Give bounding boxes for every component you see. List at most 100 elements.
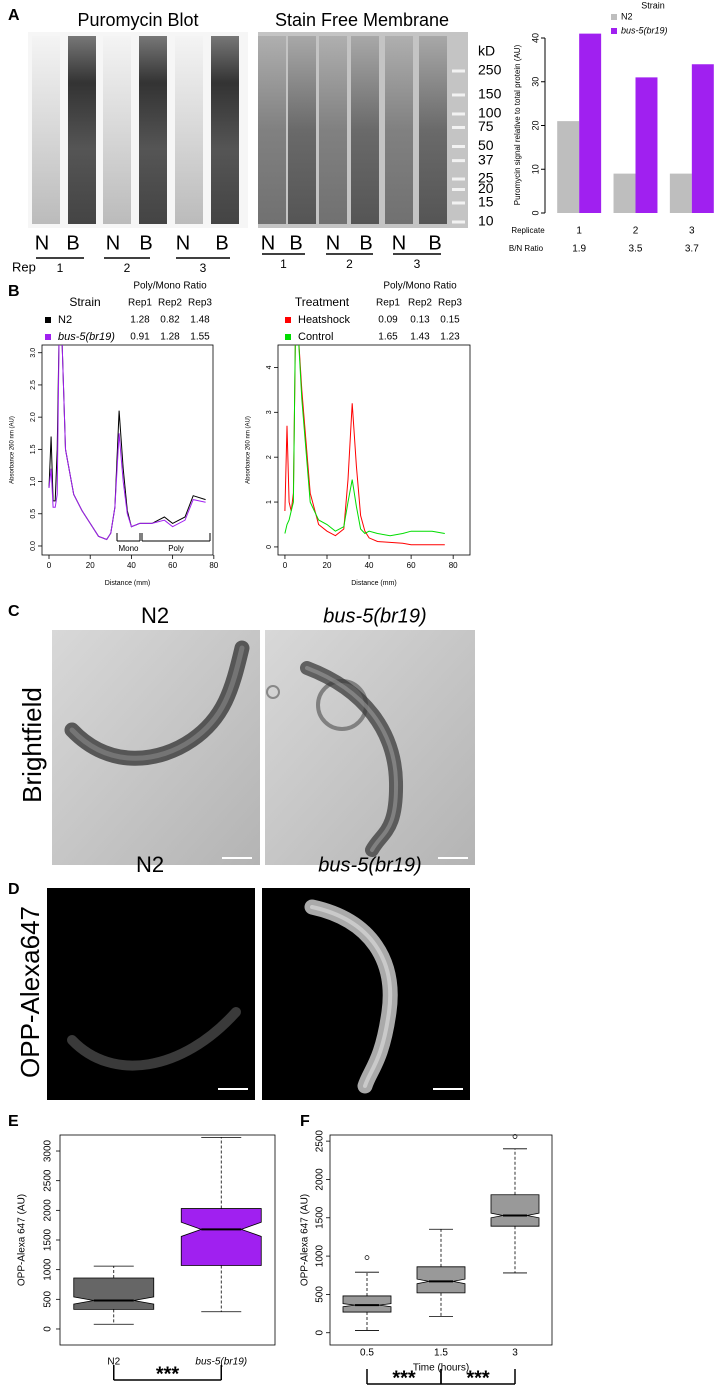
strain-label: N2 <box>141 603 169 628</box>
table-value: 1.55 <box>190 332 210 343</box>
table-value: 0.82 <box>160 315 180 326</box>
y-tick-label: 500 <box>43 1291 54 1308</box>
panel-label: C <box>8 603 20 620</box>
lane-label: B <box>428 232 441 254</box>
ratio-value: 3.7 <box>685 244 699 255</box>
y-tick-label: 3000 <box>43 1139 54 1162</box>
box-body <box>342 1295 392 1313</box>
rep-number: 1 <box>280 257 287 271</box>
lane <box>139 36 167 224</box>
legend-label: N2 <box>58 314 72 326</box>
y-tick-label: 4 <box>266 365 273 369</box>
x-axis-title: Distance (mm) <box>105 580 151 587</box>
lane-label: N <box>106 232 120 254</box>
rep-number: 3 <box>200 261 207 275</box>
y-tick-label: 1500 <box>315 1206 326 1229</box>
x-tick-label: 20 <box>86 561 95 570</box>
y-tick-label: 0.5 <box>30 509 37 519</box>
bar <box>669 173 692 213</box>
table-value: 1.28 <box>130 315 150 326</box>
y-tick-label: 2500 <box>43 1169 54 1192</box>
x-tick-label: 0 <box>47 561 52 570</box>
box-body <box>73 1277 155 1310</box>
micrographs <box>47 630 475 1100</box>
marker-label: 25 <box>478 170 494 186</box>
lane <box>319 36 347 224</box>
x-tick-label: 3 <box>689 226 695 237</box>
lane-label: N <box>392 232 406 254</box>
marker-label: 37 <box>478 151 494 167</box>
plot-frame <box>277 344 471 556</box>
lane-label: B <box>139 232 152 254</box>
legend-title: Strain <box>641 0 665 10</box>
legend-swatch <box>45 334 51 340</box>
y-tick-label: 30 <box>530 77 540 87</box>
trace <box>284 345 445 537</box>
marker-label: 20 <box>478 180 494 196</box>
y-axis-title: OPP-Alexa 647 (AU) <box>300 1194 311 1286</box>
lane <box>351 36 379 224</box>
y-tick-label: 2500 <box>315 1130 326 1153</box>
ladder-band <box>452 201 465 205</box>
marker-label: 100 <box>478 105 502 121</box>
y-tick-label: 0 <box>315 1330 326 1336</box>
fluorescence-image <box>262 888 470 1100</box>
lane <box>175 36 203 224</box>
lane <box>258 36 286 224</box>
legend-swatch <box>611 14 617 20</box>
table-value: 1.28 <box>160 332 180 343</box>
strain-label: N2 <box>136 852 164 877</box>
bubble <box>266 685 280 699</box>
x-tick-label: bus-5(br19) <box>195 1357 247 1368</box>
legend-label: bus-5(br19) <box>621 25 668 35</box>
marker-label: 250 <box>478 62 502 78</box>
table-value: 1.43 <box>410 332 430 343</box>
x-tick-label: N2 <box>107 1357 120 1368</box>
x-axis-title: Replicate <box>511 226 545 235</box>
ratio-value: 1.9 <box>572 244 586 255</box>
table-value: 0.09 <box>378 315 398 326</box>
bar <box>613 173 636 213</box>
lane <box>419 36 447 224</box>
lane-label: N <box>326 232 340 254</box>
x-tick-label: 20 <box>323 561 332 570</box>
scale-bar <box>438 857 468 859</box>
marker-label: 50 <box>478 137 494 153</box>
table-value: 0.13 <box>410 315 430 326</box>
marker-label: 10 <box>478 213 494 229</box>
y-tick-label: 3 <box>266 410 273 414</box>
scale-bar <box>218 1088 248 1090</box>
rep-number: 1 <box>57 261 64 275</box>
annotation: Mono <box>118 544 139 553</box>
ladder-band <box>452 220 465 224</box>
box-body <box>180 1208 262 1266</box>
worm-detail <box>310 905 393 1088</box>
legend-swatch <box>285 334 291 340</box>
y-tick-label: 1 <box>266 500 273 504</box>
x-tick-label: 2 <box>633 226 639 237</box>
x-tick-label: 80 <box>449 561 458 570</box>
legend-swatch <box>45 317 51 323</box>
ladder-band <box>452 93 465 97</box>
bar <box>579 33 602 213</box>
ratio-value: 3.5 <box>629 244 643 255</box>
table-header: Rep1 <box>376 298 400 309</box>
rep-number: 3 <box>414 257 421 271</box>
plot-frame <box>41 344 214 556</box>
lane <box>211 36 239 224</box>
lane-label: N <box>261 232 275 254</box>
worm-detail <box>305 666 399 852</box>
y-tick-label: 2.5 <box>30 380 37 390</box>
lane <box>103 36 131 224</box>
rep-label: Rep <box>12 259 36 274</box>
worm-detail <box>69 645 245 761</box>
ladder-band <box>452 177 465 181</box>
y-tick-label: 0 <box>43 1326 54 1332</box>
scale-bar <box>433 1088 463 1090</box>
y-tick-label: 2.0 <box>30 412 37 422</box>
lane-label: N <box>35 232 49 254</box>
table-value: 0.15 <box>440 315 460 326</box>
y-tick-label: 2000 <box>43 1199 54 1222</box>
lane-label: B <box>359 232 372 254</box>
y-axis-title: OPP-Alexa 647 (AU) <box>17 1194 28 1286</box>
